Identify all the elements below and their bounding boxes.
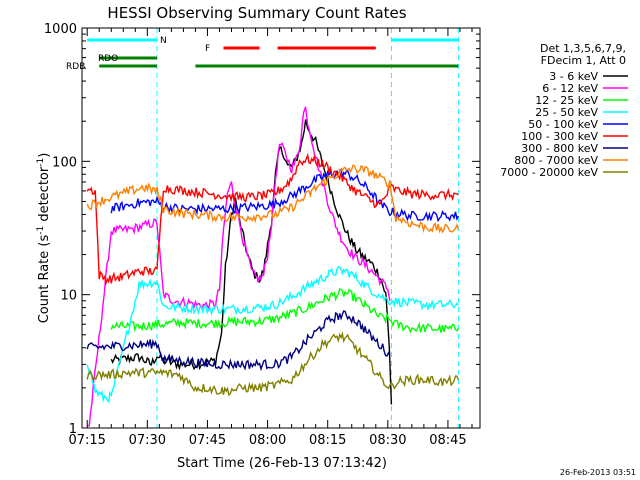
x-axis-label: Start Time (26-Feb-13 07:13:42) [177,456,387,471]
x-tick-label-0: 07:15 [68,433,105,448]
legend: Det 1,3,5,6,7,9,FDecim 1, Att 0 3 - 6 keV… [500,42,628,179]
y-tick-label-3: 1000 [44,22,77,37]
chart-title: HESSI Observing Summary Count Rates [107,4,406,22]
flag-rdo-label: RDO [98,54,118,64]
flag-n-label: N [160,36,167,46]
legend-label-8: 7000 - 20000 keV [500,166,598,179]
series-line-8 [86,331,460,397]
legend-label-6: 300 - 800 keV [521,142,598,155]
x-tick-label-6: 08:45 [429,433,466,448]
flag-rdb-label: RDB [66,62,85,72]
legend-label-5: 100 - 300 keV [521,130,598,143]
series-group [86,106,460,427]
series-line-1 [87,106,391,427]
legend-label-1: 6 - 12 keV [542,82,598,95]
x-tick-label-2: 07:45 [189,433,226,448]
y-axis-label-middle: detector [37,166,52,226]
y-axis-label-exponent-1: -1 [36,226,46,235]
legend-label-7: 800 - 7000 keV [514,154,598,167]
x-tick-label-5: 08:30 [369,433,406,448]
series-line-4 [110,168,460,223]
series-line-3 [86,265,459,404]
axes: 07:15 07:30 07:45 08:00 08:15 08:30 08:45 1 10 10… [44,22,481,448]
series-line-2 [110,287,460,334]
x-tick-label-1: 07:30 [129,433,166,448]
y-axis-label-exponent-2: -1 [36,158,46,167]
plot-frame [81,27,481,429]
series-line-6 [86,310,391,372]
legend-header-1: FDecim 1, Att 0 [541,54,626,67]
x-tick-label-3: 08:00 [249,433,286,448]
footer-timestamp: 26-Feb-2013 03:51 [560,468,636,477]
series-line-0 [110,119,393,405]
x-tick-label-4: 08:15 [309,433,346,448]
y-axis-label-main: Count Rate (s [37,235,52,324]
y-tick-label-1: 10 [60,289,77,304]
legend-label-3: 25 - 50 keV [535,106,598,119]
y-axis-label-end: ) [37,153,52,158]
legend-label-4: 50 - 100 keV [528,118,598,131]
series-line-7 [86,164,460,234]
y-tick-label-2: 100 [52,155,77,170]
y-axis-label: Count Rate (s-1 detector-1) [36,153,52,324]
y-tick-label-0: 1 [69,422,77,437]
legend-label-0: 3 - 6 keV [549,70,598,83]
plot-area: N F RDO RDB [66,28,460,428]
flag-f-label: F [205,44,210,54]
series-line-5 [86,152,459,287]
svg-text:Count Rate (s-1 detector-1): Count Rate (s-1 detector-1) [36,153,52,324]
legend-label-2: 12 - 25 keV [535,94,598,107]
legend-header-0: Det 1,3,5,6,7,9, [540,42,626,55]
